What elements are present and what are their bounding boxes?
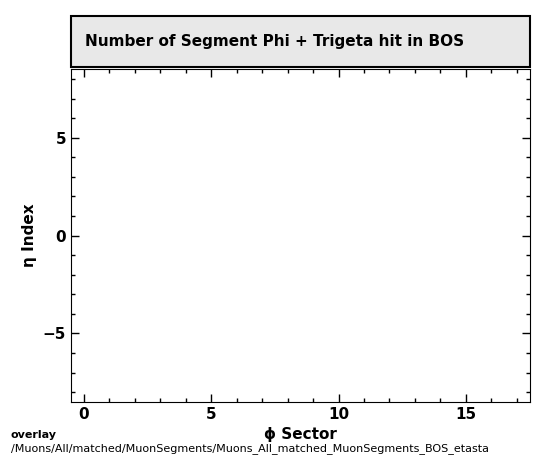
Y-axis label: η Index: η Index — [22, 204, 37, 267]
X-axis label: ϕ Sector: ϕ Sector — [264, 427, 337, 442]
FancyBboxPatch shape — [71, 16, 530, 67]
Text: /Muons/All/matched/MuonSegments/Muons_All_matched_MuonSegments_BOS_etasta: /Muons/All/matched/MuonSegments/Muons_Al… — [11, 444, 489, 455]
Text: overlay: overlay — [11, 430, 57, 440]
Text: Number of Segment Phi + Trigeta hit in BOS: Number of Segment Phi + Trigeta hit in B… — [85, 34, 464, 49]
